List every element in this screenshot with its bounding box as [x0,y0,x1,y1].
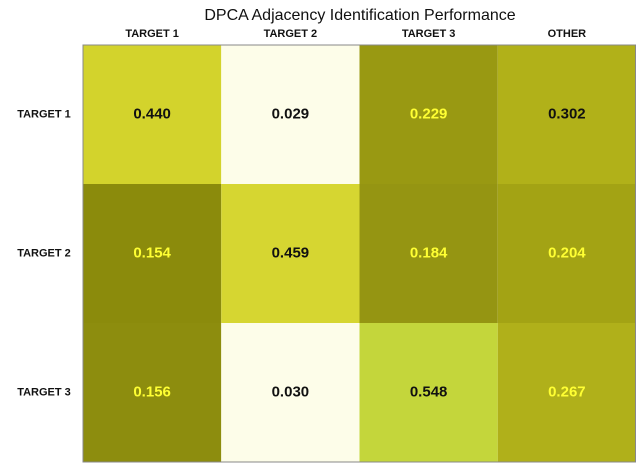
row-label: TARGET 2 [17,247,71,259]
cell [221,184,360,323]
column-label: OTHER [548,28,587,40]
cell-label: 0.302 [548,105,586,122]
cell-label: 0.030 [272,383,310,400]
cell-label: 0.184 [410,244,448,261]
cell [221,323,360,462]
cell [83,45,222,184]
cell [497,323,636,462]
column-label: TARGET 3 [402,28,456,40]
chart-title: DPCA Adjacency Identification Performanc… [204,7,515,24]
cell-label: 0.440 [133,105,171,122]
cell [83,184,222,323]
cell [359,184,498,323]
cell [359,45,498,184]
cell-label: 0.548 [410,383,448,400]
cell-label: 0.459 [272,244,310,261]
column-label: TARGET 2 [264,28,318,40]
cell-label: 0.156 [133,383,171,400]
cell [497,184,636,323]
cell-label: 0.029 [272,105,310,122]
cell-label: 0.229 [410,105,448,122]
cell [221,45,360,184]
cell [497,45,636,184]
cell-label: 0.204 [548,244,586,261]
row-label: TARGET 3 [17,386,71,398]
column-label: TARGET 1 [125,28,179,40]
cell-label: 0.154 [133,244,171,261]
cell [83,323,222,462]
cell [359,323,498,462]
row-label: TARGET 1 [17,108,71,120]
cell-label: 0.267 [548,383,586,400]
